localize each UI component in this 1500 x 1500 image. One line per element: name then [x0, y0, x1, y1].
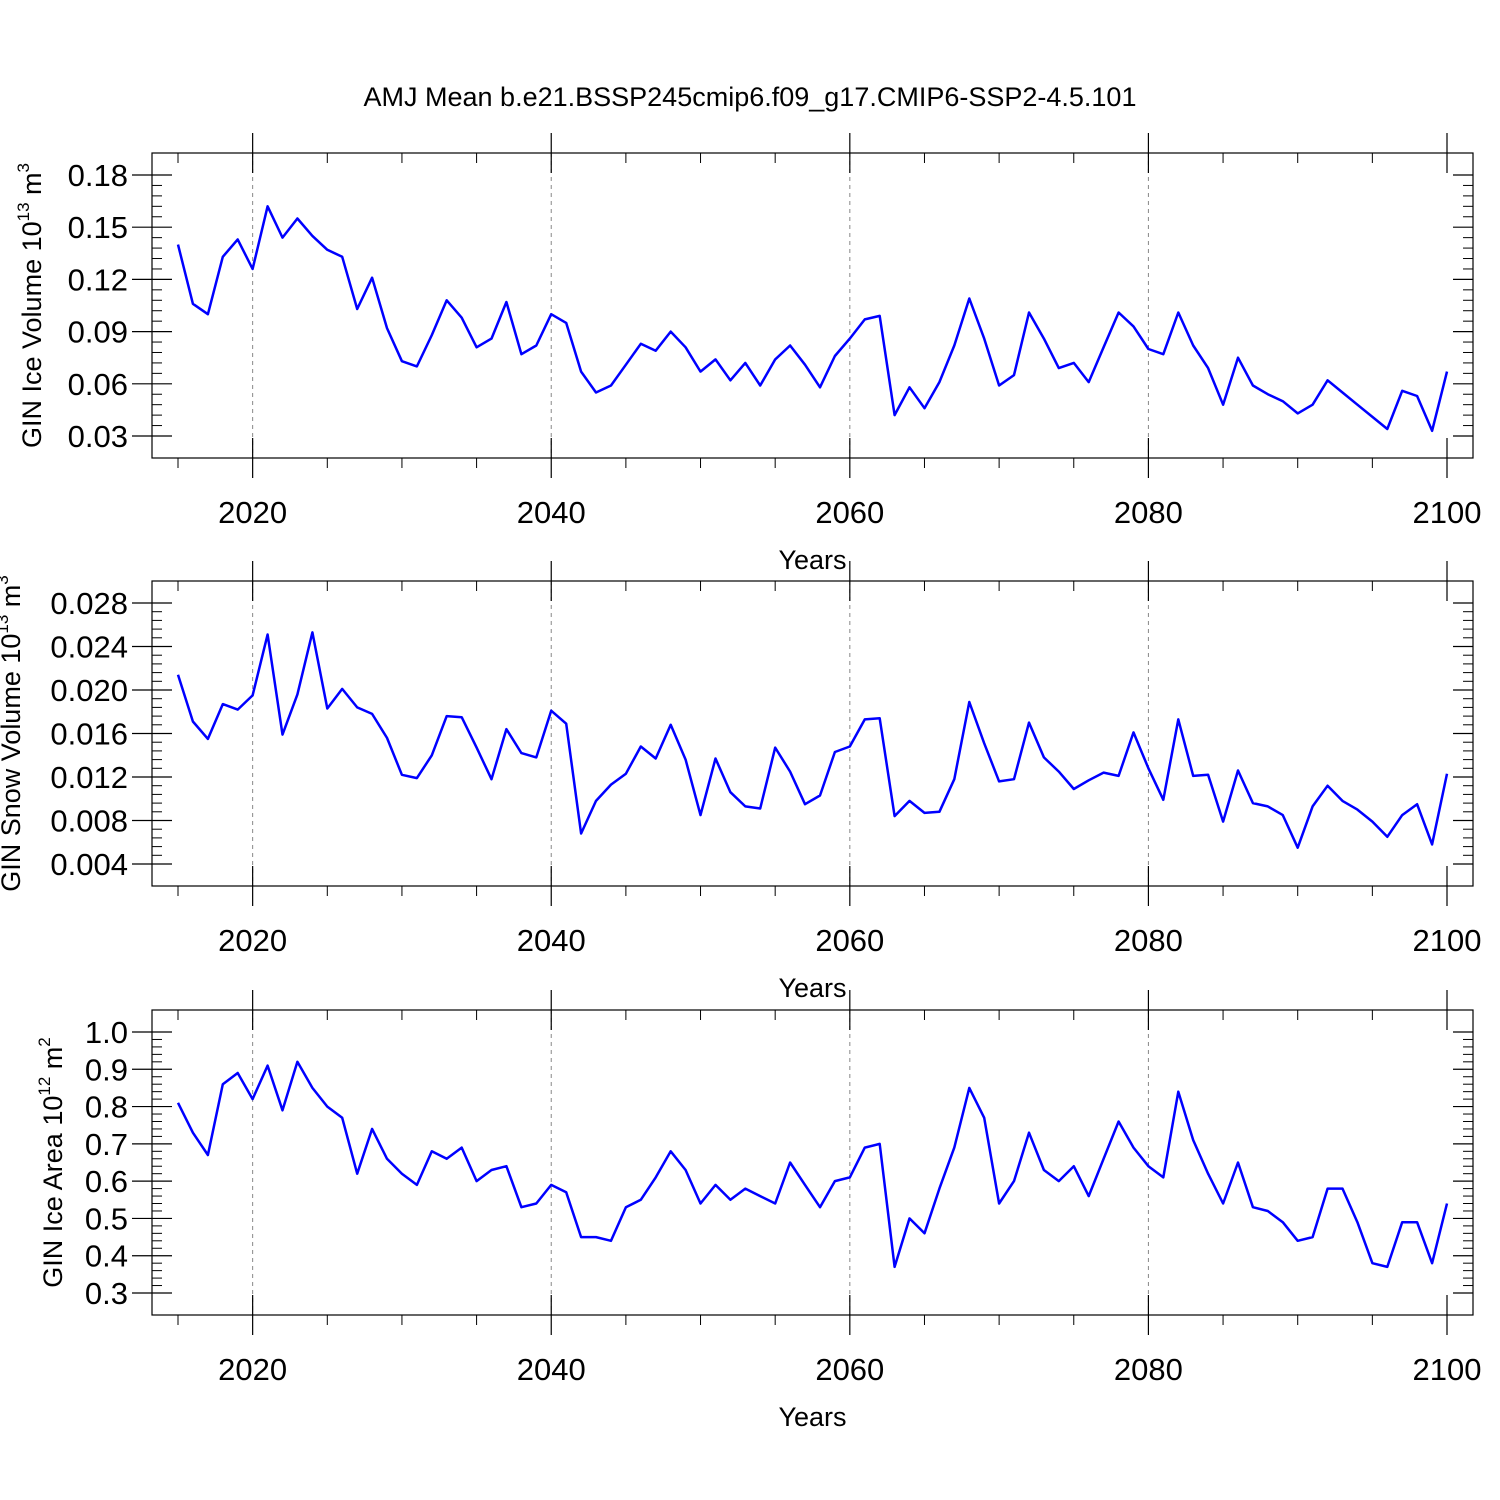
y-tick-label: 0.7	[85, 1127, 128, 1162]
x-tick-label: 2040	[517, 495, 586, 530]
y-tick-label: 0.8	[85, 1090, 128, 1125]
y-tick-label: 0.012	[50, 760, 128, 795]
x-tick-label: 2020	[218, 1352, 287, 1387]
data-series-line	[176, 631, 1449, 849]
x-tick-label: 2060	[815, 1352, 884, 1387]
x-tick-label: 2020	[218, 495, 287, 530]
plot-frame	[151, 580, 1474, 887]
y-tick-label: 0.020	[50, 673, 128, 708]
plot-frame	[151, 152, 1474, 459]
y-tick-label: 0.3	[85, 1276, 128, 1311]
x-tick-label: 2060	[815, 495, 884, 530]
y-tick-label: 0.15	[68, 210, 128, 245]
y-tick-label: 0.4	[85, 1239, 128, 1274]
x-tick-label: 2040	[517, 1352, 586, 1387]
figure-title: AMJ Mean b.e21.BSSP245cmip6.f09_g17.CMIP…	[363, 82, 1137, 112]
ice-area-panel: 0.30.40.50.60.70.80.91.0 2020 2040 2060 2080…	[35, 990, 1481, 1432]
x-tick-label: 2040	[517, 923, 586, 958]
y-tick-label: 0.18	[68, 158, 128, 193]
y-tick-label: 0.028	[50, 586, 128, 621]
y-tick-label: 0.008	[50, 804, 128, 839]
data-series-line	[176, 205, 1449, 433]
y-tick-label: 0.016	[50, 717, 128, 752]
data-series-line	[176, 1060, 1449, 1269]
x-tick-label: 2100	[1413, 495, 1482, 530]
plot-frame	[151, 1009, 1474, 1316]
x-tick-label: 2080	[1114, 923, 1183, 958]
x-axis-label: Years	[778, 973, 846, 1003]
y-tick-label: 0.09	[68, 315, 128, 350]
y-tick-label: 0.6	[85, 1164, 128, 1199]
y-axis-label: GIN Ice Volume 1013 m3	[14, 163, 47, 448]
ice-volume-panel: 0.03 0.06 0.09 0.12 0.15 0.18 2020 2040 2060 2080…	[14, 133, 1481, 575]
x-tick-label: 2020	[218, 923, 287, 958]
y-tick-label: 0.5	[85, 1201, 128, 1236]
y-tick-label: 0.9	[85, 1052, 128, 1087]
x-axis-label: Years	[778, 1402, 846, 1432]
y-tick-label: 0.06	[68, 367, 128, 402]
snow-volume-panel: 0.004 0.008 0.012 0.016 0.020 0.024 0.028 2020 2…	[0, 561, 1481, 1003]
y-axis-label: GIN Ice Area 1012 m2	[35, 1037, 68, 1288]
x-tick-label: 2100	[1413, 923, 1482, 958]
x-tick-label: 2100	[1413, 1352, 1482, 1387]
x-tick-label: 2080	[1114, 1352, 1183, 1387]
x-tick-label: 2080	[1114, 495, 1183, 530]
y-axis-label: GIN Snow Volume 1013 m3	[0, 575, 26, 892]
y-tick-label: 0.024	[50, 630, 128, 665]
y-tick-label: 1.0	[85, 1015, 128, 1050]
y-tick-label: 0.03	[68, 419, 128, 454]
y-tick-label: 0.004	[50, 847, 128, 882]
y-tick-label: 0.12	[68, 262, 128, 297]
x-axis-label: Years	[778, 545, 846, 575]
x-tick-label: 2060	[815, 923, 884, 958]
